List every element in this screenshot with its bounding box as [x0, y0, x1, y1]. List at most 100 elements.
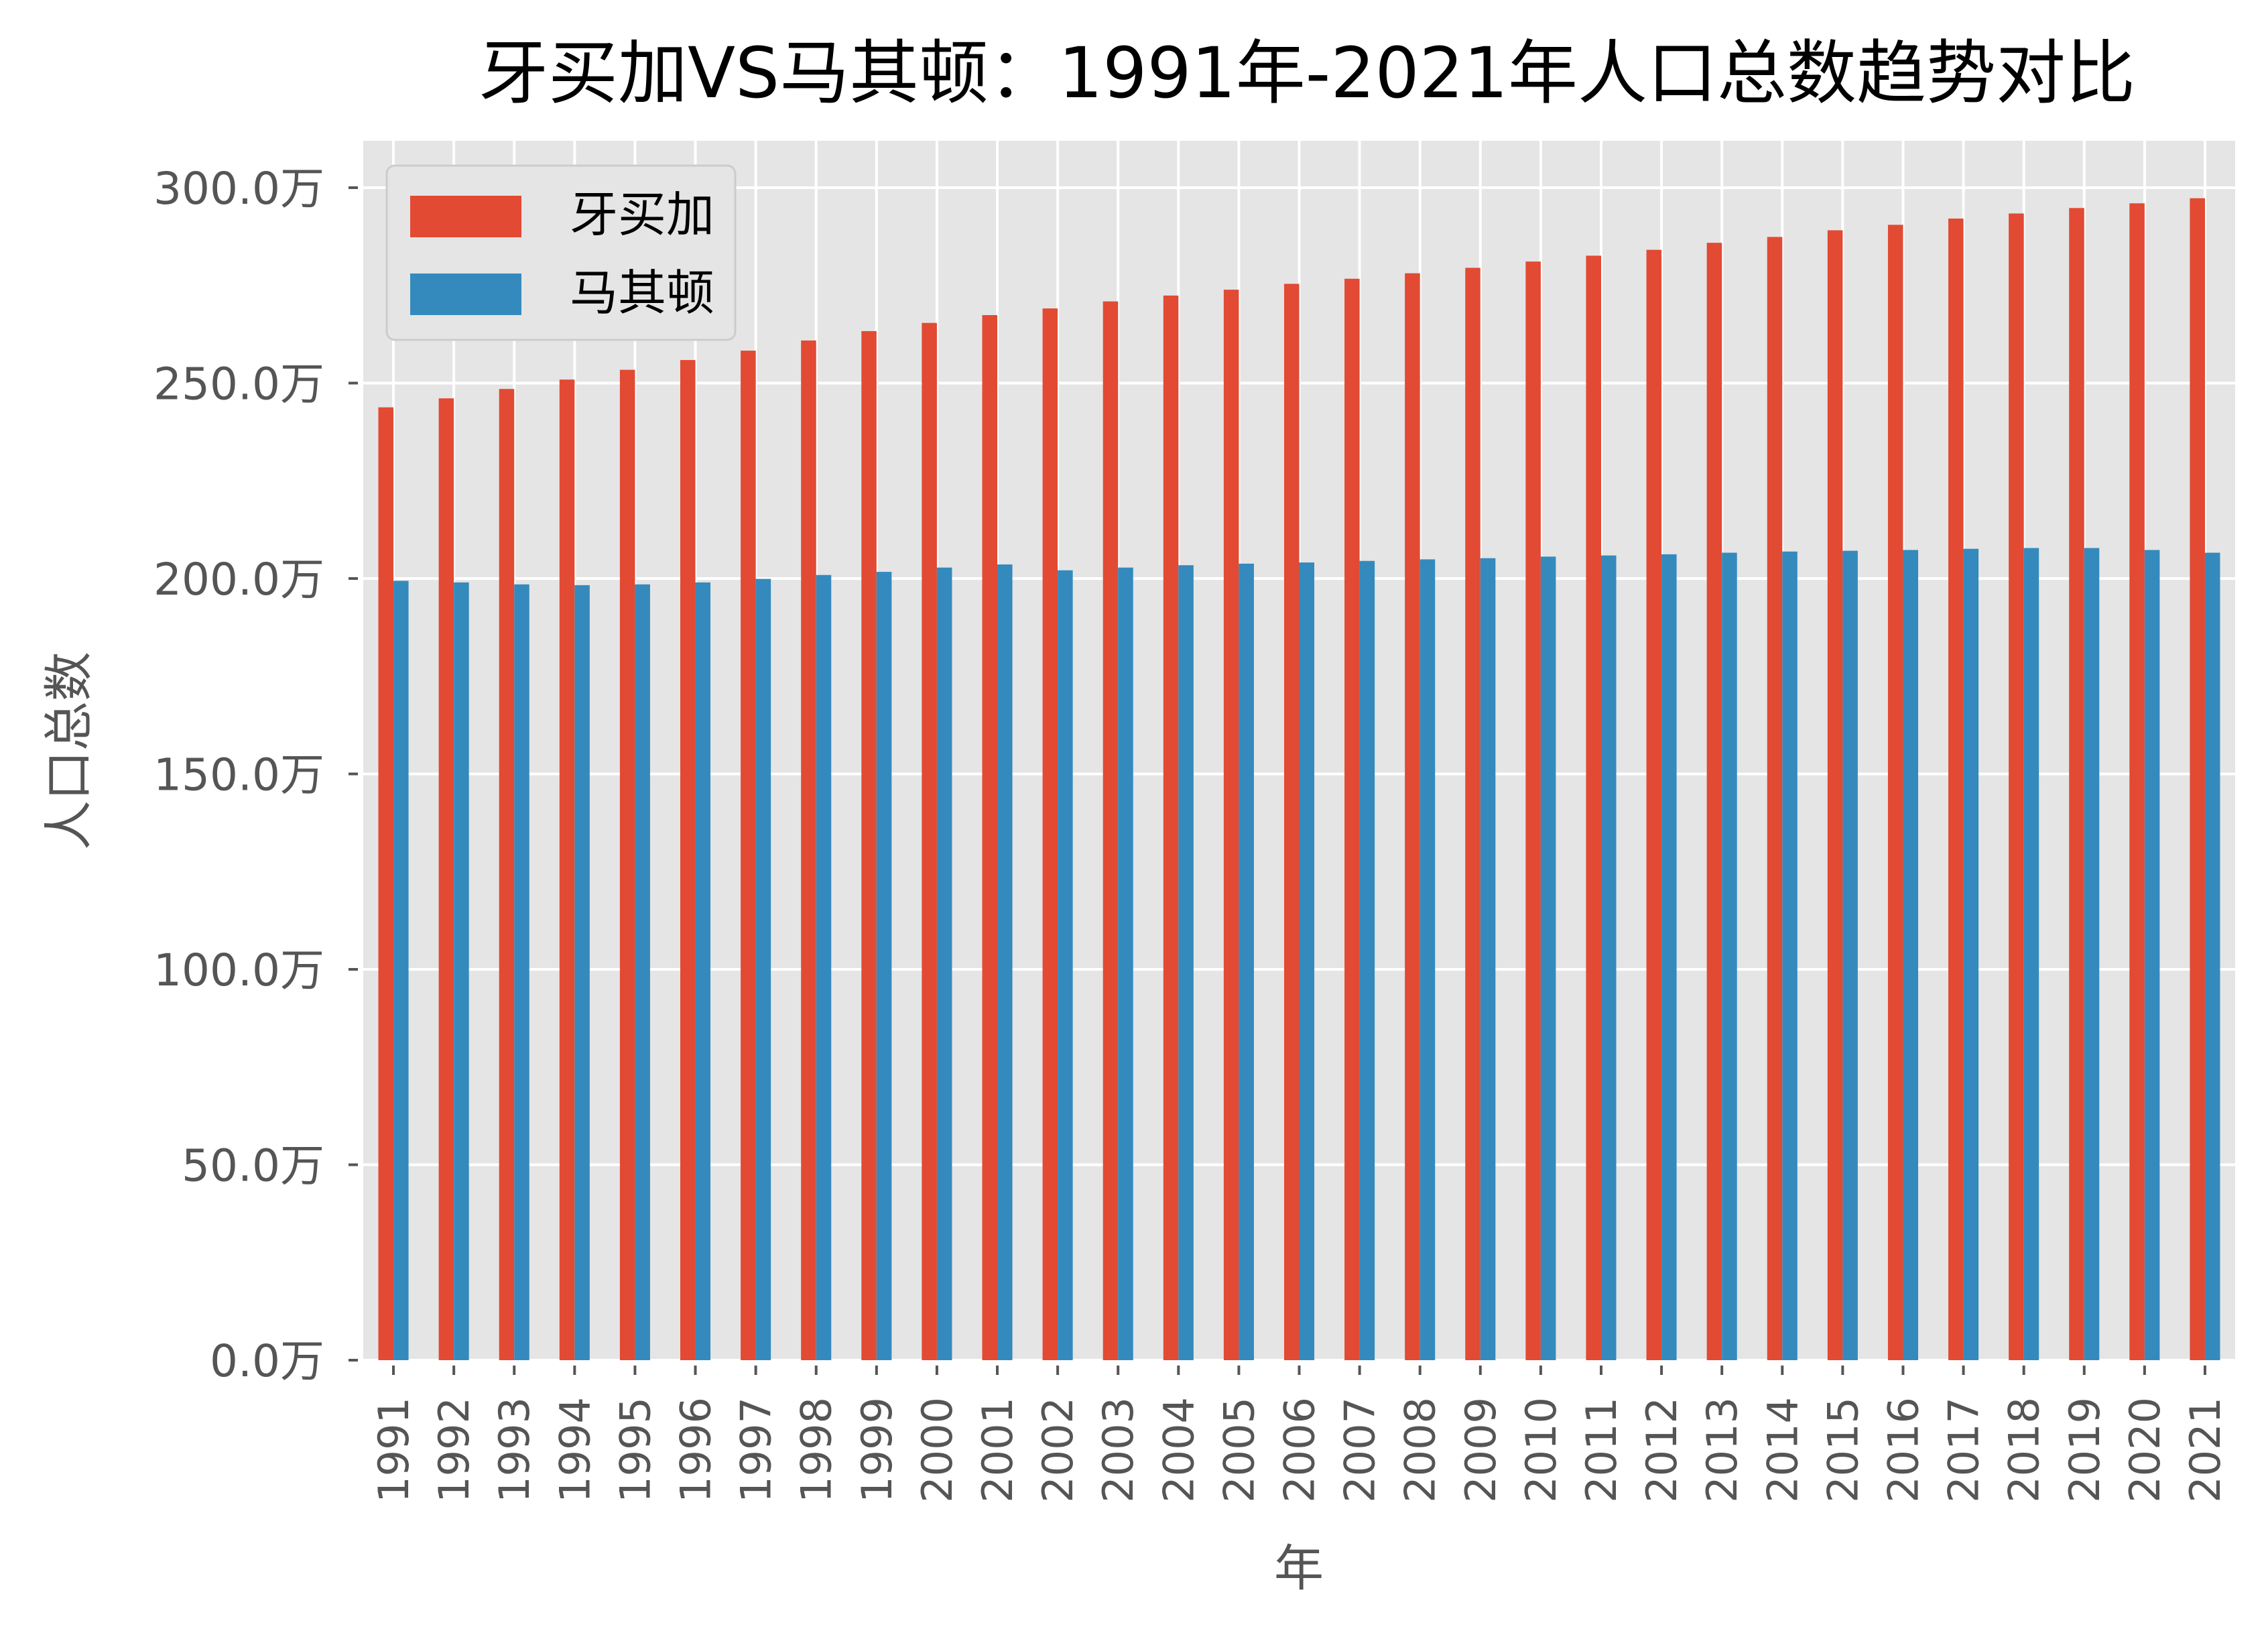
bar-macedonia-2014: [1782, 551, 1798, 1360]
bar-macedonia-1999: [876, 572, 892, 1360]
bar-jamaica-2012: [1646, 249, 1662, 1360]
x-tick-label: 2006: [1275, 1397, 1324, 1503]
bar-macedonia-1991: [393, 581, 409, 1360]
x-tick-label: 2018: [2000, 1397, 2049, 1503]
y-tick-label: 300.0万: [153, 163, 324, 215]
bar-jamaica-1996: [680, 360, 696, 1360]
bar-jamaica-2004: [1163, 295, 1179, 1361]
x-tick-label: 2013: [1698, 1397, 1747, 1503]
bar-jamaica-2001: [982, 315, 998, 1361]
x-tick-label: 1991: [369, 1397, 418, 1503]
bar-macedonia-2021: [2204, 552, 2220, 1360]
bar-macedonia-2001: [997, 564, 1013, 1361]
bar-macedonia-2017: [1963, 548, 1979, 1360]
bar-jamaica-2016: [1887, 225, 1903, 1360]
bar-jamaica-2019: [2069, 208, 2084, 1360]
bar-jamaica-2010: [1525, 261, 1541, 1360]
y-tick-label: 100.0万: [153, 945, 324, 996]
x-tick-label: 2011: [1577, 1397, 1626, 1503]
bar-macedonia-2016: [1903, 550, 1918, 1360]
legend: 牙买加 马其顿: [385, 164, 737, 341]
x-tick-label: 2016: [1879, 1397, 1928, 1503]
bar-macedonia-2018: [2023, 548, 2039, 1361]
x-tick-label: 1996: [672, 1397, 720, 1503]
bar-jamaica-2014: [1767, 237, 1783, 1360]
bar-macedonia-2011: [1600, 555, 1617, 1360]
bar-macedonia-1996: [695, 582, 711, 1361]
x-tick-label: 1995: [611, 1397, 659, 1503]
x-tick-label: 2005: [1214, 1397, 1263, 1503]
legend-label-jamaica: 牙买加: [570, 186, 714, 243]
bar-jamaica-2005: [1223, 290, 1239, 1360]
x-tick-label: 2010: [1517, 1397, 1566, 1503]
bar-macedonia-1994: [574, 585, 590, 1361]
y-tick-label: 150.0万: [153, 749, 324, 800]
bar-macedonia-1995: [635, 584, 650, 1361]
bar-jamaica-2015: [1827, 230, 1843, 1360]
bar-macedonia-2002: [1058, 570, 1073, 1360]
bar-jamaica-2013: [1706, 243, 1722, 1360]
y-tick-label: 0.0万: [210, 1335, 324, 1387]
x-tick-label: 2019: [2060, 1397, 2109, 1503]
bar-macedonia-2004: [1178, 565, 1194, 1361]
bar-jamaica-1997: [741, 351, 756, 1360]
x-tick-label: 1997: [732, 1397, 781, 1503]
x-tick-label: 1994: [550, 1397, 599, 1503]
bar-macedonia-2008: [1420, 559, 1436, 1360]
bar-macedonia-2019: [2084, 548, 2100, 1361]
x-tick-label: 2008: [1396, 1397, 1445, 1503]
bar-macedonia-1997: [755, 579, 771, 1360]
x-tick-label: 2009: [1456, 1397, 1505, 1503]
bar-macedonia-1993: [514, 584, 529, 1361]
bar-jamaica-1991: [378, 407, 394, 1360]
legend-swatch-macedonia: [410, 274, 521, 315]
bar-jamaica-1992: [438, 398, 454, 1360]
x-tick-label: 2003: [1094, 1397, 1143, 1503]
x-tick-label: 2021: [2181, 1397, 2230, 1503]
x-tick-label: 2014: [1758, 1397, 1807, 1503]
bar-jamaica-1995: [619, 369, 635, 1360]
bar-jamaica-2009: [1465, 267, 1480, 1361]
x-tick-label: 1999: [853, 1397, 901, 1503]
bar-macedonia-2009: [1480, 558, 1496, 1360]
bar-jamaica-2006: [1283, 284, 1300, 1360]
bar-jamaica-2017: [1948, 219, 1964, 1361]
bar-jamaica-1994: [559, 379, 575, 1360]
x-tick-label: 2012: [1637, 1397, 1686, 1503]
x-axis-label: 年: [1274, 1540, 1324, 1597]
bar-macedonia-2007: [1359, 560, 1375, 1360]
x-tick-label: 2000: [913, 1397, 962, 1503]
y-tick-label: 200.0万: [153, 554, 324, 605]
bar-macedonia-1992: [454, 582, 469, 1361]
bar-jamaica-1993: [499, 389, 515, 1360]
legend-label-macedonia: 马其顿: [570, 265, 714, 321]
bars: [378, 198, 2220, 1361]
x-tick-label: 2017: [1940, 1397, 1989, 1503]
bar-macedonia-2000: [936, 567, 952, 1360]
bar-jamaica-2008: [1405, 273, 1420, 1360]
y-axis-ticks: 0.0万 50.0万 100.0万 150.0万 200.0万 250.0万 300.0万: [153, 163, 358, 1387]
bar-jamaica-1998: [801, 340, 816, 1360]
x-tick-label: 2004: [1154, 1397, 1203, 1503]
x-tick-label: 2001: [973, 1397, 1022, 1503]
bar-jamaica-2007: [1344, 278, 1360, 1361]
bar-jamaica-2011: [1586, 255, 1601, 1360]
bar-jamaica-2021: [2190, 198, 2205, 1360]
bar-macedonia-2003: [1118, 567, 1133, 1360]
x-tick-label: 1992: [430, 1397, 479, 1503]
bar-macedonia-2015: [1842, 550, 1858, 1360]
y-tick-label: 50.0万: [182, 1140, 324, 1191]
x-tick-label: 2015: [1818, 1397, 1867, 1503]
x-tick-label: 2002: [1033, 1397, 1082, 1503]
x-tick-label: 2007: [1336, 1397, 1385, 1503]
legend-swatch-jamaica: [410, 196, 521, 237]
bar-macedonia-2010: [1540, 556, 1556, 1360]
bar-jamaica-2018: [2009, 213, 2024, 1360]
bar-macedonia-2005: [1239, 563, 1254, 1361]
bar-jamaica-1999: [861, 330, 877, 1360]
x-tick-label: 1998: [792, 1397, 841, 1503]
bar-jamaica-2003: [1102, 301, 1119, 1360]
x-axis-ticks: 1991 1992 1993 1994 1995 1996 1997 1998 1999 2000…: [369, 1366, 2230, 1503]
bar-macedonia-2013: [1722, 552, 1737, 1360]
